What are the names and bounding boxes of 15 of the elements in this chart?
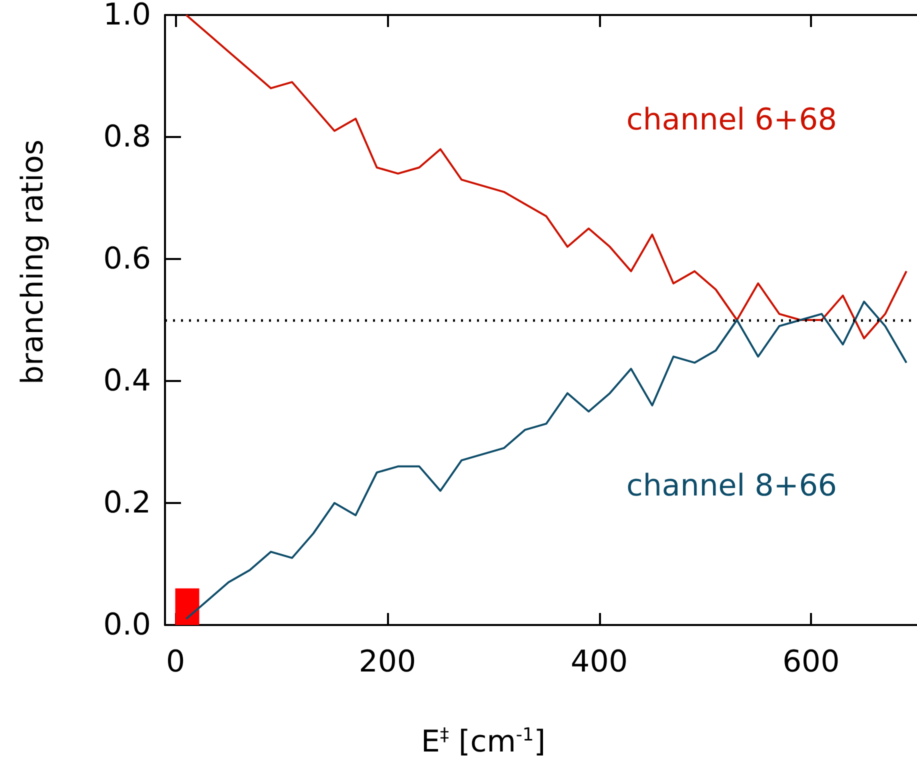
y-tick-label: 0.4	[103, 364, 151, 398]
y-tick-label: 0.0	[103, 608, 151, 642]
text: channel 8+66	[626, 468, 838, 504]
x-tick-label: 600	[782, 644, 840, 680]
line-series	[185, 300, 908, 620]
line-series	[185, 14, 908, 340]
text: channel 6+68	[626, 102, 838, 138]
y-tick-label: 0.2	[103, 486, 151, 520]
y-axis-title: branching ratios	[16, 139, 50, 385]
y-tick-label: 0.8	[103, 120, 151, 154]
x-tick-label: 200	[358, 644, 416, 680]
x-tick-label: 400	[570, 644, 628, 680]
y-tick-label: 0.6	[103, 242, 151, 276]
x-tick-label: 0	[166, 644, 186, 680]
y-tick-label: 1.0	[103, 0, 151, 32]
